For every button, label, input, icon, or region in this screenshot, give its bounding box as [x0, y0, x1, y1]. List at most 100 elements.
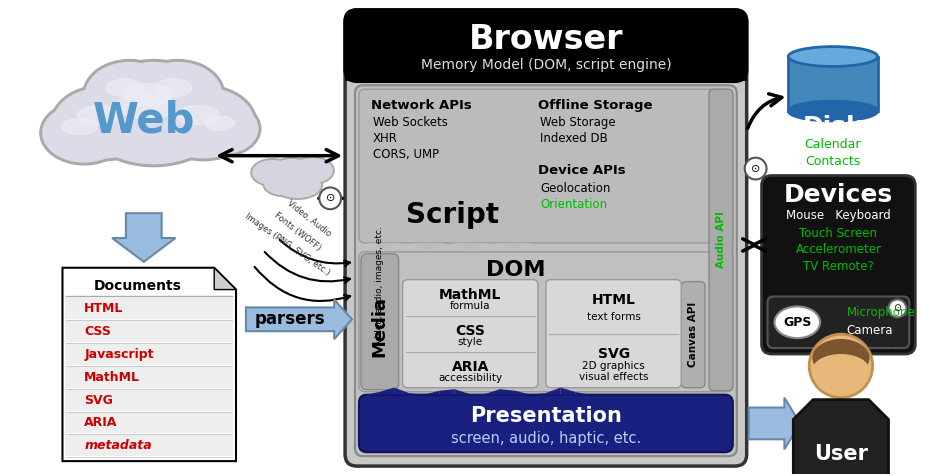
FancyBboxPatch shape [345, 10, 747, 466]
Circle shape [888, 299, 907, 317]
Text: formula: formula [450, 300, 490, 310]
Text: ⊙: ⊙ [751, 164, 761, 174]
Text: Web: Web [93, 100, 195, 142]
Text: DOM: DOM [486, 260, 546, 280]
Ellipse shape [812, 354, 870, 386]
Polygon shape [424, 391, 440, 395]
Text: Device APIs: Device APIs [538, 164, 626, 177]
Ellipse shape [43, 104, 126, 162]
Text: style: style [458, 337, 483, 347]
Polygon shape [561, 387, 576, 395]
Polygon shape [364, 392, 379, 395]
Text: Browser: Browser [469, 23, 623, 56]
FancyBboxPatch shape [709, 89, 733, 391]
Circle shape [319, 188, 341, 209]
Polygon shape [399, 243, 408, 244]
Text: Disk: Disk [803, 115, 863, 139]
Ellipse shape [186, 101, 260, 157]
Polygon shape [455, 389, 470, 395]
Polygon shape [508, 243, 516, 248]
Polygon shape [408, 243, 418, 245]
Text: Orientation: Orientation [540, 198, 607, 211]
Text: video, audio, images, etc.: video, audio, images, etc. [376, 226, 384, 343]
Text: Network APIs: Network APIs [371, 99, 472, 111]
FancyBboxPatch shape [767, 297, 910, 348]
Bar [65, 321, 233, 342]
Text: MathML: MathML [85, 371, 140, 384]
Ellipse shape [775, 307, 820, 338]
Ellipse shape [62, 119, 98, 135]
Text: text forms: text forms [587, 312, 641, 322]
FancyBboxPatch shape [403, 279, 538, 388]
Ellipse shape [253, 161, 293, 185]
Text: User: User [814, 444, 868, 464]
Polygon shape [470, 394, 485, 395]
Text: Presentation: Presentation [470, 407, 622, 426]
Ellipse shape [189, 104, 258, 154]
Polygon shape [381, 243, 390, 248]
Polygon shape [489, 243, 498, 244]
Bar [65, 344, 233, 365]
Text: CORS, UMP: CORS, UMP [373, 148, 439, 161]
Polygon shape [112, 213, 176, 262]
Text: ARIA: ARIA [85, 416, 118, 429]
Ellipse shape [153, 88, 254, 158]
Ellipse shape [293, 159, 332, 182]
Circle shape [809, 334, 872, 397]
Polygon shape [246, 299, 352, 339]
Text: Accelerometer: Accelerometer [795, 243, 882, 257]
Text: Fonts (WOFF): Fonts (WOFF) [272, 211, 323, 253]
Polygon shape [453, 243, 462, 246]
Polygon shape [576, 392, 591, 395]
Polygon shape [793, 400, 888, 476]
Ellipse shape [789, 101, 878, 121]
Polygon shape [515, 391, 530, 395]
Polygon shape [440, 389, 455, 395]
Ellipse shape [83, 69, 224, 164]
Ellipse shape [117, 93, 176, 119]
FancyBboxPatch shape [359, 252, 733, 392]
Polygon shape [372, 243, 381, 248]
Ellipse shape [205, 116, 234, 130]
Text: GPS: GPS [783, 316, 812, 329]
Text: Media: Media [371, 296, 389, 357]
Bar [65, 298, 233, 319]
Text: Camera: Camera [847, 324, 894, 337]
Text: SVG: SVG [85, 394, 113, 407]
FancyBboxPatch shape [546, 279, 682, 388]
Text: parsers: parsers [255, 310, 326, 328]
Polygon shape [516, 243, 525, 248]
FancyBboxPatch shape [762, 176, 915, 354]
Ellipse shape [97, 62, 211, 144]
Ellipse shape [267, 159, 318, 191]
Circle shape [745, 158, 766, 179]
Text: TV Remote?: TV Remote? [803, 260, 874, 273]
Ellipse shape [812, 339, 870, 377]
FancyBboxPatch shape [355, 85, 737, 456]
Bar [65, 367, 233, 388]
Polygon shape [390, 243, 399, 247]
Polygon shape [62, 268, 236, 461]
Text: Script: Script [405, 201, 498, 229]
Polygon shape [545, 387, 561, 395]
Text: HTML: HTML [85, 302, 124, 316]
Ellipse shape [265, 173, 300, 194]
Text: Images (PNG, SVG, etc.): Images (PNG, SVG, etc.) [244, 212, 332, 278]
Text: Calendar: Calendar [804, 139, 861, 151]
Text: metadata: metadata [85, 439, 152, 452]
Ellipse shape [77, 106, 120, 125]
Ellipse shape [177, 106, 219, 125]
Text: accessibility: accessibility [438, 373, 502, 383]
Polygon shape [418, 243, 426, 249]
Text: Audio API: Audio API [716, 211, 726, 268]
Ellipse shape [274, 174, 320, 198]
Polygon shape [379, 387, 394, 395]
Bar [789, 57, 878, 111]
Polygon shape [363, 243, 372, 244]
Text: Touch Screen: Touch Screen [800, 227, 877, 239]
Ellipse shape [83, 60, 177, 130]
Polygon shape [481, 243, 489, 245]
Ellipse shape [150, 85, 257, 161]
Ellipse shape [54, 88, 154, 158]
Text: screen, audio, haptic, etc.: screen, audio, haptic, etc. [451, 431, 641, 446]
